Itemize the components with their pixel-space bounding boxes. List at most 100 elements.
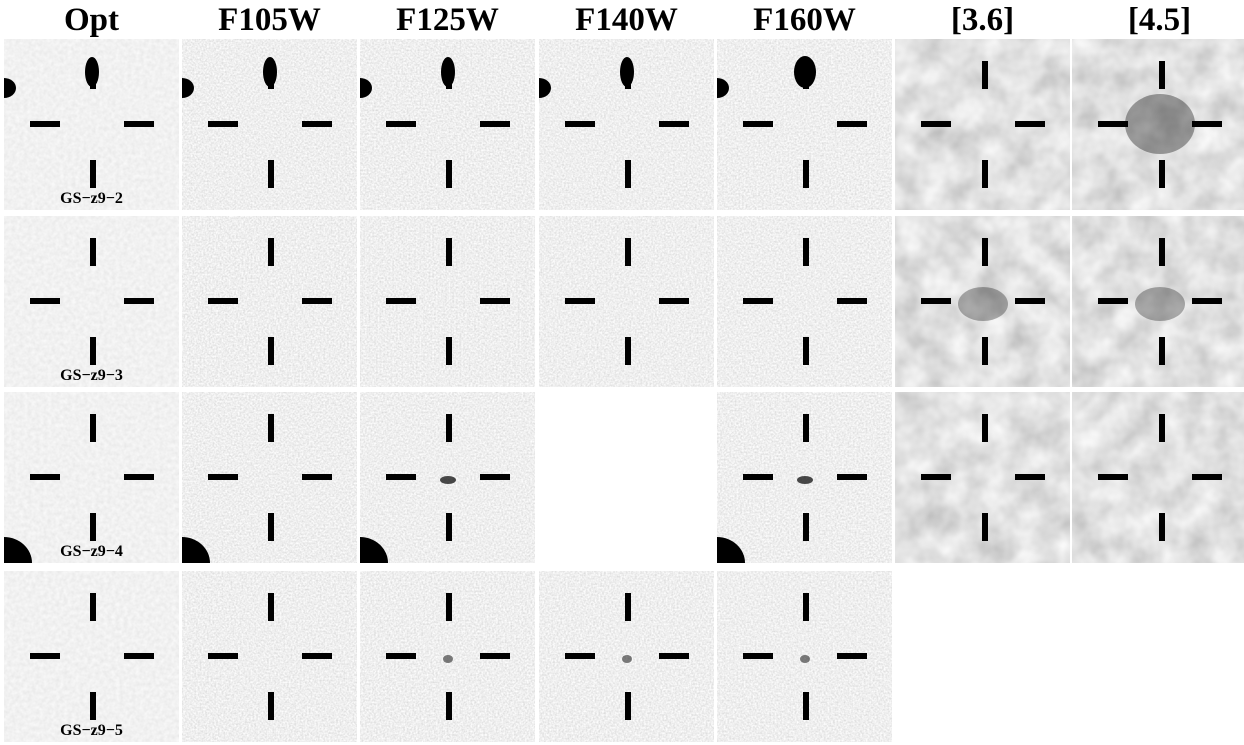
crosshair-left-tick (743, 298, 773, 304)
source-blob (4, 537, 32, 563)
crosshair-top-tick (625, 238, 631, 266)
crosshair-bottom-tick (982, 160, 988, 188)
crosshair-left-tick (921, 121, 951, 127)
crosshair-bottom-tick (625, 337, 631, 365)
crosshair-bottom-tick (268, 692, 274, 720)
stamp-r1-f160w (717, 39, 892, 210)
stamp-r4-f140w (539, 571, 714, 742)
crosshair-top-tick (1159, 414, 1165, 442)
crosshair-left-tick (743, 474, 773, 480)
source-blob (797, 476, 813, 484)
source-blob (622, 655, 632, 663)
crosshair-right-tick (124, 653, 154, 659)
object-label: GS−z9−4 (60, 543, 123, 560)
crosshair-right-tick (1015, 121, 1045, 127)
source-blob (1125, 94, 1195, 154)
stamp-r4-f105w (182, 571, 357, 742)
stamp-r3-45 (1072, 392, 1244, 563)
stamp-r2-f105w (182, 216, 357, 387)
crosshair-top-tick (446, 593, 452, 621)
crosshair-left-tick (743, 121, 773, 127)
crosshair-left-tick (386, 474, 416, 480)
crosshair-top-tick (803, 238, 809, 266)
crosshair-right-tick (124, 298, 154, 304)
crosshair-right-tick (1015, 298, 1045, 304)
crosshair-top-tick (90, 414, 96, 442)
crosshair-right-tick (1192, 298, 1222, 304)
crosshair-right-tick (302, 298, 332, 304)
crosshair-left-tick (30, 653, 60, 659)
crosshair-top-tick (982, 61, 988, 89)
stamp-r1-f105w (182, 39, 357, 210)
crosshair-left-tick (386, 121, 416, 127)
source-blob (4, 78, 16, 98)
crosshair-left-tick (386, 653, 416, 659)
crosshair-top-tick (982, 414, 988, 442)
source-blob (539, 78, 551, 98)
crosshair-right-tick (659, 298, 689, 304)
crosshair-top-tick (803, 414, 809, 442)
crosshair-left-tick (921, 474, 951, 480)
source-blob (1135, 287, 1185, 321)
crosshair-top-tick (268, 238, 274, 266)
crosshair-left-tick (565, 298, 595, 304)
column-header-45: [4.5] (1127, 2, 1192, 38)
crosshair-right-tick (124, 474, 154, 480)
object-label: GS−z9−5 (60, 722, 123, 739)
crosshair-left-tick (208, 474, 238, 480)
crosshair-top-tick (90, 593, 96, 621)
crosshair-right-tick (837, 298, 867, 304)
stamp-r4-opt: GS−z9−5 (4, 571, 179, 742)
column-header-36: [3.6] (950, 2, 1015, 38)
source-blob (440, 476, 456, 484)
stamp-r1-45 (1072, 39, 1244, 210)
stamp-r4-f160w (717, 571, 892, 742)
stamp-r3-36 (895, 392, 1070, 563)
crosshair-left-tick (921, 298, 951, 304)
crosshair-left-tick (1098, 474, 1128, 480)
source-blob (360, 537, 388, 563)
crosshair-bottom-tick (982, 513, 988, 541)
stamp-r1-36 (895, 39, 1070, 210)
source-blob (360, 78, 372, 98)
crosshair-right-tick (659, 121, 689, 127)
crosshair-bottom-tick (1159, 160, 1165, 188)
crosshair-bottom-tick (1159, 513, 1165, 541)
source-blob (717, 537, 745, 563)
crosshair-left-tick (30, 121, 60, 127)
stamp-r2-f140w (539, 216, 714, 387)
crosshair-top-tick (803, 61, 809, 89)
crosshair-bottom-tick (90, 337, 96, 365)
crosshair-bottom-tick (625, 160, 631, 188)
stamp-r2-36 (895, 216, 1070, 387)
crosshair-top-tick (982, 238, 988, 266)
crosshair-top-tick (1159, 238, 1165, 266)
crosshair-bottom-tick (1159, 337, 1165, 365)
crosshair-bottom-tick (446, 337, 452, 365)
crosshair-right-tick (480, 653, 510, 659)
source-blob (182, 537, 210, 563)
column-header-opt: Opt (63, 2, 119, 38)
crosshair-bottom-tick (625, 692, 631, 720)
crosshair-top-tick (268, 593, 274, 621)
crosshair-left-tick (386, 298, 416, 304)
object-label: GS−z9−3 (60, 367, 123, 384)
crosshair-bottom-tick (446, 160, 452, 188)
crosshair-left-tick (565, 653, 595, 659)
crosshair-left-tick (1098, 298, 1128, 304)
stamp-r3-f105w (182, 392, 357, 563)
crosshair-right-tick (837, 474, 867, 480)
crosshair-top-tick (803, 593, 809, 621)
stamp-r3-f160w (717, 392, 892, 563)
crosshair-bottom-tick (90, 513, 96, 541)
crosshair-bottom-tick (268, 337, 274, 365)
crosshair-bottom-tick (90, 160, 96, 188)
column-header-f125w: F125W (396, 2, 499, 38)
crosshair-bottom-tick (446, 513, 452, 541)
stamp-r1-f140w (539, 39, 714, 210)
crosshair-bottom-tick (982, 337, 988, 365)
crosshair-top-tick (1159, 61, 1165, 89)
stamp-r1-opt: GS−z9−2 (4, 39, 179, 210)
crosshair-top-tick (625, 593, 631, 621)
crosshair-right-tick (480, 121, 510, 127)
